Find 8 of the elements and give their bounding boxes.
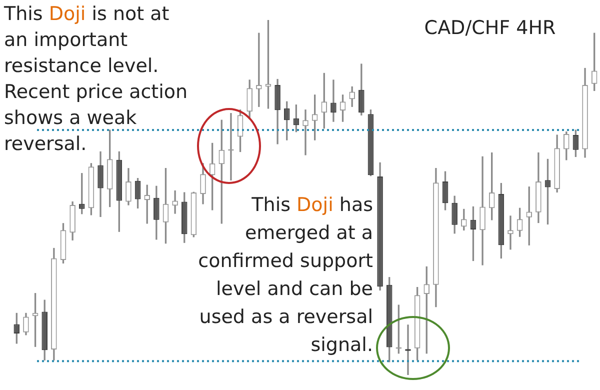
text: This Doji is not at an important resistance level. Recent price action shows a weak reversal. [4,3,188,155]
candlestick [302,109,308,156]
chart-title: CAD/CHF 4HR [423,17,557,39]
candlestick [172,190,178,214]
candlestick [480,156,486,266]
candlestick [508,216,514,250]
candlestick [330,80,336,122]
text: This Doji has emerged at a confirmed support level and can be used as a reversal signal. [198,194,373,356]
